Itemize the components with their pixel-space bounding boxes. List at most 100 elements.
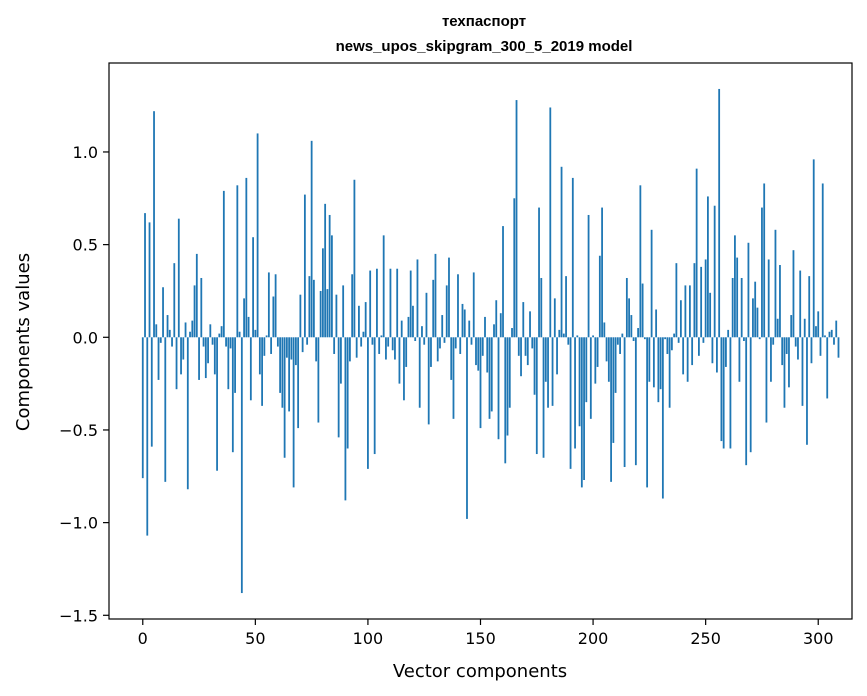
bar	[785, 337, 788, 354]
bar	[400, 320, 403, 338]
bar	[819, 337, 822, 356]
bar	[788, 337, 790, 388]
bar	[698, 337, 700, 356]
bar	[342, 285, 345, 338]
bar	[337, 337, 340, 438]
bar	[578, 337, 581, 427]
bar	[353, 179, 356, 338]
bar	[191, 320, 194, 338]
bar	[625, 277, 628, 338]
bar	[290, 337, 293, 360]
bar	[718, 88, 721, 338]
bar	[567, 337, 570, 345]
bar	[484, 316, 486, 338]
bar	[234, 337, 236, 393]
bar	[486, 337, 489, 373]
bar	[628, 298, 630, 338]
bar	[216, 337, 218, 471]
bar	[754, 281, 757, 338]
bar	[303, 194, 306, 338]
bar	[351, 274, 354, 338]
bar	[576, 335, 579, 338]
bar	[367, 337, 369, 469]
bar	[407, 316, 410, 338]
bar	[704, 259, 707, 338]
bar	[650, 229, 653, 338]
bar	[425, 292, 428, 338]
bar	[202, 337, 205, 347]
bar	[229, 337, 232, 349]
bar	[434, 253, 437, 338]
bar	[430, 337, 432, 367]
bar	[612, 337, 615, 443]
bar	[709, 292, 712, 338]
bar	[211, 337, 214, 345]
bar	[828, 331, 831, 338]
bar	[763, 183, 766, 338]
bar	[589, 337, 592, 419]
bar	[725, 337, 727, 367]
bar	[371, 337, 374, 345]
x-tick-label: 100	[353, 629, 384, 648]
bar	[607, 337, 610, 382]
bar	[731, 277, 734, 338]
bar	[231, 337, 234, 453]
chart-title: техпаспорт	[442, 13, 526, 30]
bar	[171, 337, 173, 347]
bar	[616, 337, 619, 345]
bar	[558, 329, 561, 338]
bar	[520, 337, 522, 377]
bar	[331, 235, 333, 338]
bar	[243, 298, 245, 338]
bar	[236, 185, 239, 338]
bar	[776, 318, 779, 338]
bar	[797, 337, 799, 360]
bar	[200, 277, 203, 338]
bar	[835, 320, 838, 338]
bar	[198, 337, 200, 380]
bar	[833, 337, 835, 345]
bar	[533, 337, 536, 395]
bar	[792, 250, 795, 338]
y-tick-label: 0.5	[73, 236, 98, 255]
bar	[707, 196, 709, 338]
bar	[162, 287, 164, 338]
bar	[288, 337, 291, 412]
y-tick-label: −0.5	[59, 421, 98, 440]
bar	[560, 166, 563, 338]
bar	[421, 326, 423, 338]
bar	[488, 337, 491, 419]
bar	[661, 337, 664, 499]
bar	[675, 263, 678, 338]
bar	[459, 337, 462, 354]
bar	[326, 289, 329, 338]
bar	[547, 337, 549, 408]
bar	[659, 337, 662, 390]
x-tick-label: 50	[245, 629, 265, 648]
bar	[490, 337, 493, 412]
bar	[745, 337, 748, 466]
bar	[758, 337, 761, 340]
bar	[324, 203, 327, 338]
bar	[468, 320, 471, 338]
bar	[781, 337, 784, 366]
bar	[240, 337, 243, 594]
bar	[470, 337, 473, 345]
bar	[682, 337, 685, 375]
bar	[272, 296, 275, 338]
bar	[141, 337, 144, 479]
bar	[621, 333, 624, 338]
bar	[646, 337, 649, 488]
bar	[720, 337, 723, 442]
bar	[144, 213, 146, 338]
bar	[258, 337, 261, 375]
bar	[349, 337, 351, 362]
bar	[648, 337, 651, 382]
bar	[553, 298, 556, 338]
bar	[299, 294, 302, 338]
bar	[749, 337, 752, 453]
plot-area-frame	[108, 62, 853, 620]
bar	[207, 337, 209, 364]
bar	[761, 207, 763, 338]
